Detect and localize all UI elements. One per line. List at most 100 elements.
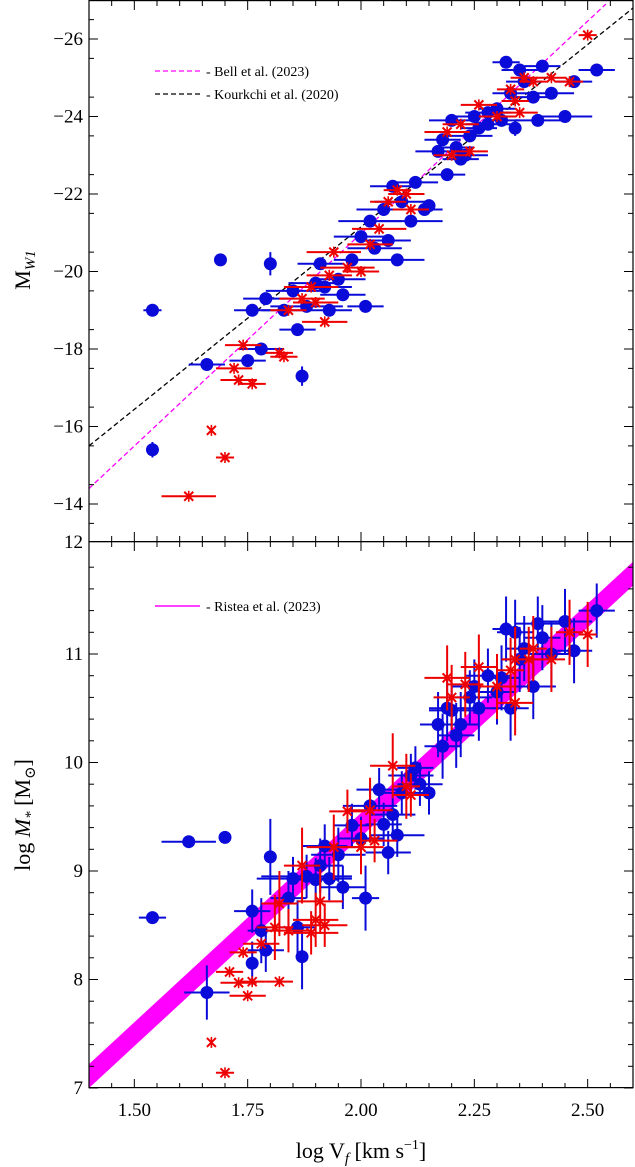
bottom-blue-point: [218, 830, 232, 844]
top-y-tick-label: −24: [53, 107, 83, 128]
bottom-red-point: [338, 820, 384, 875]
bottom-y-tick-label: 7: [74, 1078, 84, 1099]
bottom-red-point: [243, 938, 280, 950]
circle-marker: [245, 904, 259, 918]
bottom-blue-point: [578, 583, 615, 638]
legend-label: - Kourkchi et al. (2020): [206, 88, 339, 103]
bottom-blue-point: [370, 813, 425, 857]
circle-marker: [200, 358, 214, 371]
circle-marker: [295, 950, 309, 964]
junction-y-tick-label: 12: [64, 532, 83, 553]
top-legend: - Bell et al. (2023) - Kourkchi et al. (2…: [155, 65, 339, 103]
circle-marker: [390, 253, 404, 267]
top-red-point: [347, 238, 393, 250]
bottom-blue-point: [311, 827, 366, 882]
top-blue-point: [524, 59, 561, 73]
bottom-blue-point: [442, 691, 479, 758]
circle-marker: [286, 872, 300, 886]
circle-marker: [535, 59, 549, 73]
bottom-y-axis-label: log M* [M⊙]: [10, 759, 39, 871]
circle-marker: [558, 614, 572, 628]
bottom-blue-point: [138, 911, 167, 925]
top-blue-point: [306, 303, 352, 317]
top-blue-point: [537, 110, 593, 123]
top-red-point: [460, 99, 497, 111]
top-red-point: [306, 246, 361, 258]
bottom-blue-point: [438, 702, 475, 768]
circle-marker: [535, 631, 549, 645]
top-y-tick-label: −26: [53, 29, 83, 50]
bottom-red-point: [297, 868, 343, 934]
top-blue-point: [347, 299, 384, 313]
circle-marker: [526, 680, 540, 694]
top-y-tick-label: −14: [53, 494, 83, 515]
bottom-blue-point: [184, 965, 230, 1020]
circle-marker: [200, 986, 214, 1000]
top-red-point: [519, 76, 547, 88]
top-blue-point: [333, 253, 371, 267]
bottom-red-point: [329, 789, 366, 834]
top-red-point: [478, 111, 516, 122]
top-red-point: [283, 281, 339, 293]
top-blue-point: [320, 288, 366, 302]
bottom-red-point: [433, 664, 470, 730]
bottom-red-point: [283, 827, 321, 904]
top-blue-point: [279, 323, 316, 337]
circle-marker: [499, 55, 513, 69]
fit-line: [88, 7, 634, 447]
circle-marker: [331, 848, 345, 862]
bottom-blue-point: [515, 596, 561, 651]
bottom-y-tick-label: 11: [65, 644, 83, 665]
top-red-point: [451, 145, 488, 157]
circle-marker: [359, 891, 373, 905]
bottom-blue-point: [320, 865, 366, 909]
top-blue-point: [392, 175, 439, 189]
circle-marker: [354, 230, 368, 244]
circle-marker: [408, 761, 422, 775]
bottom-red-point: [555, 599, 584, 665]
bottom-red-point: [392, 753, 420, 819]
bottom-red-point: [206, 1036, 217, 1048]
top-blue-point: [213, 253, 227, 267]
bottom-y-tick-label: 8: [74, 970, 84, 991]
circle-marker: [377, 817, 391, 831]
top-red-point: [302, 316, 348, 328]
legend-label: - Bell et al. (2023): [206, 65, 309, 80]
bottom-red-point: [229, 946, 257, 958]
bottom-red-point: [497, 670, 534, 736]
top-y-tick-label: −18: [53, 339, 83, 360]
bottom-blue-point: [263, 818, 277, 895]
circle-marker: [322, 303, 336, 317]
top-blue-point: [492, 55, 520, 69]
circle-marker: [381, 846, 395, 860]
top-red-point: [537, 72, 565, 84]
circle-marker: [263, 257, 277, 271]
bottom-blue-point: [302, 824, 348, 868]
bottom-red-point: [497, 637, 525, 703]
top-blue-point: [370, 253, 425, 267]
bottom-blue-point: [351, 865, 380, 931]
top-red-point: [442, 118, 479, 130]
top-red-point: [351, 223, 407, 235]
bottom-blue-point: [247, 928, 284, 972]
circle-marker: [404, 214, 418, 228]
bottom-red-point: [578, 601, 597, 668]
circle-marker: [413, 777, 427, 791]
top-red-point: [388, 188, 425, 200]
bottom-blue-point: [451, 659, 497, 714]
circle-marker: [336, 880, 350, 894]
top-blue-point: [424, 133, 461, 147]
top-blue-point: [145, 442, 159, 458]
circle-marker: [263, 850, 277, 864]
circle-marker: [390, 828, 404, 842]
circle-marker: [467, 680, 481, 694]
top-y-tick-label: −22: [53, 184, 83, 205]
circle-marker: [259, 292, 273, 306]
bottom-red-point: [460, 634, 497, 700]
circle-marker: [281, 891, 295, 905]
bottom-blue-point: [370, 792, 416, 837]
circle-marker: [513, 63, 527, 77]
top-y-axis-label: MW1: [10, 250, 39, 290]
circle-marker: [454, 718, 468, 732]
circle-marker: [377, 203, 391, 216]
